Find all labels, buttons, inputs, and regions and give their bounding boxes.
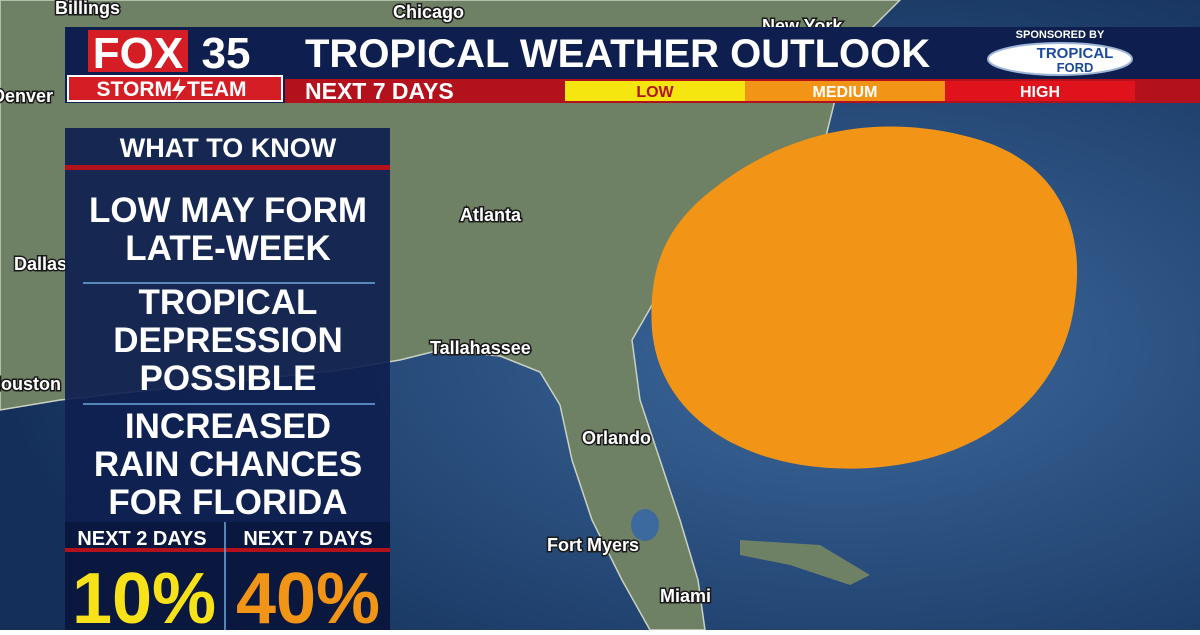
sponsor-label: SPONSORED BY (1016, 29, 1105, 41)
lake-okeechobee (631, 509, 659, 541)
odds-value: 10% (72, 559, 216, 630)
logo-fox: FOX (93, 29, 183, 78)
sponsor-name: FORD (1057, 60, 1094, 75)
legend-low (565, 81, 745, 101)
logo-bolt (172, 78, 186, 100)
subtitle: NEXT 7 DAYS (305, 78, 454, 104)
legend-medium (745, 81, 945, 101)
panel-item: INCREASED (125, 407, 331, 446)
city-label: Chicago (393, 2, 464, 22)
legend-label: LOW (636, 84, 674, 101)
odds-value: 40% (236, 559, 380, 630)
city-label: Billings (55, 0, 120, 18)
panel-item: RAIN CHANCES (94, 445, 362, 484)
odds-box (65, 522, 390, 630)
legend-high (945, 81, 1135, 101)
legend-label: HIGH (1020, 84, 1060, 101)
logo-channel: 35 (202, 29, 251, 78)
odds-label: NEXT 7 DAYS (243, 528, 372, 550)
legend-label: MEDIUM (813, 84, 878, 101)
city-label: Denver (0, 86, 53, 106)
odds-label: NEXT 2 DAYS (77, 528, 206, 550)
logo-team-left: STORM (97, 78, 172, 101)
panel-item: POSSIBLE (140, 359, 317, 398)
panel-item: LOW MAY FORM (89, 191, 367, 230)
city-label: Dallas (14, 254, 67, 274)
odds-rule (65, 548, 390, 552)
panel-item: DEPRESSION (113, 321, 343, 360)
panel-item: FOR FLORIDA (108, 483, 347, 522)
panel-title: WHAT TO KNOW (120, 133, 337, 163)
city-label: Orlando (582, 428, 651, 448)
logo-team-right: TEAM (187, 78, 247, 101)
city-label: Tallahassee (430, 338, 531, 358)
logo-fox-box (88, 30, 188, 72)
panel-item: TROPICAL (139, 283, 318, 322)
city-label: Atlanta (460, 205, 522, 225)
sponsor-logo (987, 42, 1133, 76)
city-label: Fort Myers (547, 535, 639, 555)
panel-rule (65, 165, 390, 170)
panel-item: LATE-WEEK (125, 229, 330, 268)
cuba (740, 540, 870, 585)
sponsor-name: TROPICAL (1037, 45, 1114, 62)
city-label: Miami (660, 586, 711, 606)
title: TROPICAL WEATHER OUTLOOK (305, 32, 930, 76)
outlook-area (651, 126, 1078, 469)
city-label: Houston (0, 374, 61, 394)
